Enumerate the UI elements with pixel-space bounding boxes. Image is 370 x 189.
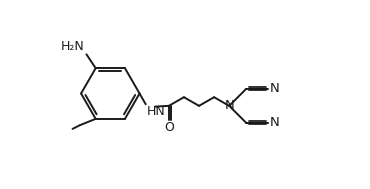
Text: HN: HN [147,105,165,118]
Text: N: N [270,82,280,95]
Text: O: O [165,121,175,134]
Text: N: N [224,99,234,112]
Text: H₂N: H₂N [61,40,85,53]
Text: N: N [270,116,280,129]
